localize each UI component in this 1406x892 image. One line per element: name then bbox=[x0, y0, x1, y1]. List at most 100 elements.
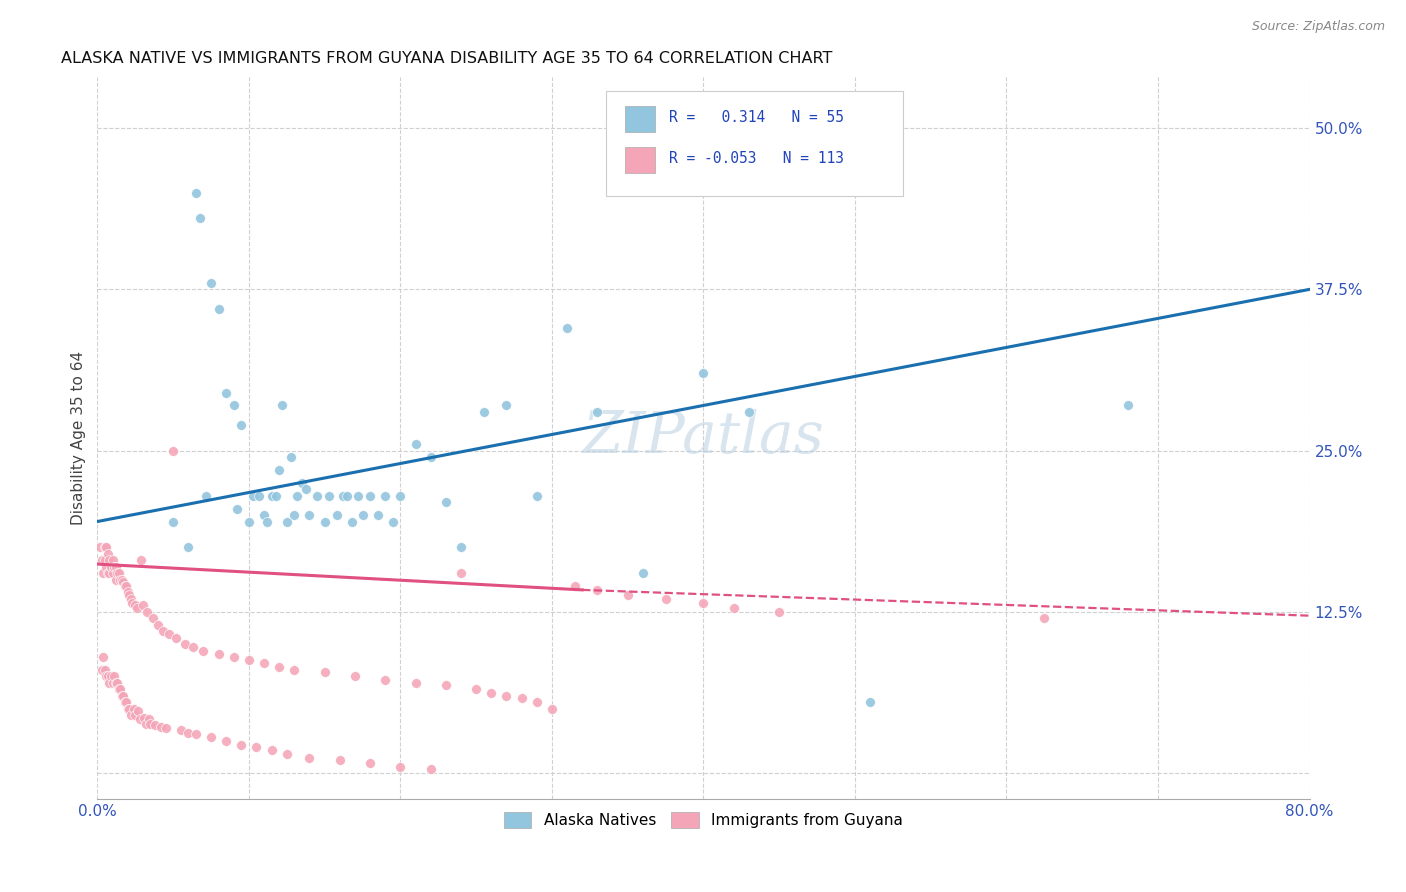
Point bbox=[389, 759, 412, 773]
Point bbox=[118, 588, 141, 602]
Point bbox=[96, 559, 118, 574]
Point bbox=[118, 701, 141, 715]
Point bbox=[101, 553, 124, 567]
Point bbox=[162, 515, 184, 529]
Point bbox=[340, 515, 363, 529]
Point bbox=[276, 747, 298, 761]
Point bbox=[314, 515, 336, 529]
Point bbox=[215, 733, 238, 747]
Point bbox=[193, 643, 215, 657]
Point bbox=[174, 637, 197, 651]
Point bbox=[97, 547, 120, 561]
Point bbox=[692, 366, 714, 380]
Point bbox=[283, 508, 305, 522]
Point bbox=[115, 695, 138, 709]
Point bbox=[367, 508, 389, 522]
Point bbox=[94, 541, 117, 555]
Point bbox=[555, 321, 578, 335]
Point bbox=[114, 695, 136, 709]
Point bbox=[200, 730, 222, 744]
Point bbox=[307, 489, 329, 503]
Text: R =   0.314   N = 55: R = 0.314 N = 55 bbox=[669, 111, 845, 125]
Point bbox=[90, 663, 112, 677]
Point bbox=[98, 553, 121, 567]
Point bbox=[586, 405, 609, 419]
Point bbox=[120, 591, 142, 606]
Point bbox=[89, 541, 111, 555]
Point bbox=[207, 301, 229, 316]
Point bbox=[162, 443, 184, 458]
Point bbox=[564, 579, 586, 593]
Point bbox=[434, 678, 457, 692]
Point bbox=[526, 489, 548, 503]
Point bbox=[347, 489, 370, 503]
Point bbox=[122, 701, 145, 715]
Point bbox=[114, 579, 136, 593]
Point bbox=[269, 463, 291, 477]
Point bbox=[389, 489, 412, 503]
Point bbox=[260, 489, 283, 503]
Point bbox=[157, 626, 180, 640]
Point bbox=[101, 566, 124, 581]
Point bbox=[253, 508, 276, 522]
Point bbox=[134, 710, 156, 724]
Point bbox=[336, 489, 359, 503]
Point bbox=[117, 701, 139, 715]
Bar bbox=[624, 146, 655, 173]
Point bbox=[155, 721, 177, 735]
Point bbox=[276, 515, 298, 529]
Point bbox=[616, 588, 638, 602]
Point bbox=[177, 726, 200, 740]
Point bbox=[135, 717, 157, 731]
Point bbox=[142, 611, 165, 625]
Point bbox=[450, 541, 472, 555]
Point bbox=[419, 450, 441, 464]
Point bbox=[132, 599, 155, 613]
Point bbox=[115, 579, 138, 593]
Point bbox=[94, 663, 117, 677]
Point bbox=[177, 541, 200, 555]
Point bbox=[98, 566, 121, 581]
Point bbox=[374, 673, 396, 688]
Point bbox=[479, 686, 502, 700]
Point bbox=[1033, 611, 1056, 625]
Point bbox=[110, 689, 132, 703]
Point bbox=[190, 211, 212, 226]
Point bbox=[314, 665, 336, 680]
Point bbox=[405, 437, 427, 451]
Point bbox=[374, 489, 396, 503]
Point bbox=[143, 718, 166, 732]
Point bbox=[96, 541, 118, 555]
Point bbox=[692, 596, 714, 610]
Point bbox=[283, 663, 305, 677]
Point bbox=[231, 417, 253, 432]
Point bbox=[103, 559, 125, 574]
Point bbox=[231, 738, 253, 752]
Point bbox=[242, 489, 264, 503]
Point bbox=[152, 624, 174, 639]
Point bbox=[249, 489, 271, 503]
Point bbox=[1116, 399, 1139, 413]
Point bbox=[107, 566, 129, 581]
Point bbox=[97, 566, 120, 581]
Point bbox=[495, 399, 517, 413]
Point bbox=[271, 399, 294, 413]
Point bbox=[90, 553, 112, 567]
Point bbox=[94, 553, 117, 567]
Point bbox=[450, 566, 472, 581]
Point bbox=[343, 669, 366, 683]
Point bbox=[138, 712, 160, 726]
Point bbox=[184, 186, 207, 200]
Point bbox=[352, 508, 374, 522]
Point bbox=[253, 657, 276, 671]
Point bbox=[112, 689, 135, 703]
Point bbox=[104, 573, 127, 587]
Point bbox=[105, 566, 128, 581]
Point bbox=[105, 675, 128, 690]
Point bbox=[465, 682, 488, 697]
Point bbox=[631, 566, 654, 581]
Point bbox=[103, 669, 125, 683]
Point bbox=[222, 649, 245, 664]
Bar bbox=[624, 106, 655, 132]
Point bbox=[93, 566, 115, 581]
